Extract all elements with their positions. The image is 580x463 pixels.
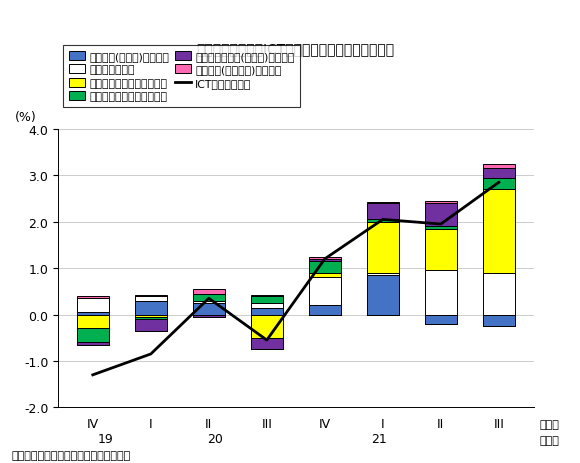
Bar [309, 259, 341, 262]
Bar [77, 343, 109, 345]
Bar [309, 262, 341, 273]
Bar [425, 315, 457, 324]
Bar [193, 294, 225, 301]
Bar [425, 201, 457, 204]
Bar [77, 315, 109, 329]
Bar [425, 227, 457, 229]
Bar [425, 271, 457, 315]
Bar [251, 338, 283, 350]
Bar [135, 295, 167, 296]
Bar [135, 301, 167, 315]
Bar [135, 296, 167, 301]
Bar [483, 178, 515, 190]
Text: (%): (%) [15, 111, 37, 124]
Legend: 電算機類(含部品)・寄与度, 通信機・寄与度, 半導体等電子部品・寄与度, 半導体等製造装置・寄与度, 音響・映像機器(含部品)・寄与度, 記録媒体(含記録済): 電算機類(含部品)・寄与度, 通信機・寄与度, 半導体等電子部品・寄与度, 半導… [63, 46, 300, 107]
Bar [483, 273, 515, 315]
Bar [251, 315, 283, 338]
Bar [309, 273, 341, 278]
Bar [425, 229, 457, 271]
Bar [251, 295, 283, 296]
Title: 輸入総額に占めるICT関連輸入（品目別）の寄与度: 輸入総額に占めるICT関連輸入（品目別）の寄与度 [197, 43, 395, 56]
Bar [309, 257, 341, 259]
Bar [367, 273, 399, 275]
Text: 19: 19 [97, 432, 113, 445]
Bar [367, 203, 399, 204]
Text: 21: 21 [372, 432, 387, 445]
Bar [309, 306, 341, 315]
Bar [483, 190, 515, 273]
Bar [77, 313, 109, 315]
Bar [135, 315, 167, 317]
Bar [77, 329, 109, 343]
Bar [483, 315, 515, 326]
Bar [193, 289, 225, 294]
Bar [77, 299, 109, 313]
Bar [367, 275, 399, 315]
Bar [135, 319, 167, 331]
Bar [483, 164, 515, 169]
Bar [77, 296, 109, 299]
Bar [251, 308, 283, 315]
Bar [309, 278, 341, 306]
Bar [483, 169, 515, 178]
Bar [367, 204, 399, 220]
Bar [367, 220, 399, 222]
Text: （出所）財務省「貿易統計」から作成。: （出所）財務省「貿易統計」から作成。 [12, 450, 131, 460]
Bar [193, 315, 225, 317]
Bar [425, 204, 457, 227]
Text: 20: 20 [207, 432, 223, 445]
Text: （年）: （年） [539, 436, 559, 445]
Bar [367, 222, 399, 273]
Bar [135, 317, 167, 319]
Bar [251, 296, 283, 303]
Bar [193, 303, 225, 315]
Bar [251, 303, 283, 308]
Text: （期）: （期） [539, 419, 559, 429]
Bar [193, 301, 225, 303]
